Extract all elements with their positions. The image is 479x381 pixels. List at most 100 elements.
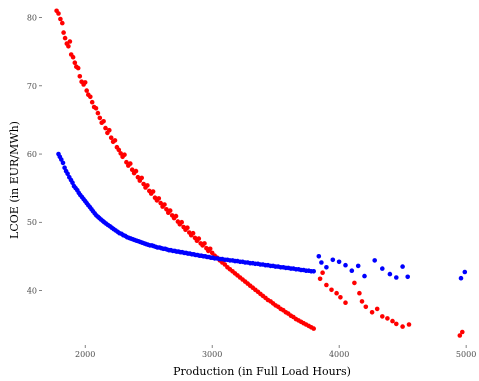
series-0-point-27 <box>101 119 106 124</box>
series-0-point-133 <box>357 290 362 296</box>
series-0-point-77 <box>196 236 202 241</box>
series-0-point-124 <box>311 326 317 331</box>
x-tick-label-2: 4000 <box>329 350 349 359</box>
series-1-point-127 <box>316 253 322 259</box>
x-tick-label-0: 2000 <box>75 350 95 359</box>
series-1-point-131 <box>336 259 342 265</box>
series-0-point-60 <box>164 207 169 212</box>
series-0-point-135 <box>363 304 369 310</box>
series-1-point-142 <box>458 275 464 281</box>
series-0-point-145 <box>460 329 465 335</box>
x-tick-label-1: 3000 <box>202 350 222 359</box>
series-0-point-18 <box>84 88 89 93</box>
series-0-point-7 <box>66 44 71 49</box>
series-0-point-143 <box>406 322 412 327</box>
series-0-point-134 <box>359 299 365 304</box>
y-tick-label-1: 50 <box>27 218 37 227</box>
series-0-point-126 <box>320 270 325 276</box>
series-1-point-129 <box>324 265 329 270</box>
series-0-point-31 <box>108 135 114 140</box>
series-0-point-28 <box>103 125 108 131</box>
series-1-point-6 <box>65 171 70 177</box>
series-1-point-3 <box>60 160 66 166</box>
series-1-point-141 <box>405 274 411 280</box>
x-tick-label-3: 5000 <box>456 350 476 359</box>
series-1-point-140 <box>400 264 405 269</box>
series-0-point-20 <box>88 94 93 100</box>
y-tick-label-3: 70 <box>27 82 37 91</box>
series-1-point-139 <box>394 275 399 280</box>
series-0-point-48 <box>141 181 146 187</box>
series-0-point-30 <box>107 127 112 133</box>
series-1-point-138 <box>387 271 393 277</box>
series-0-point-132 <box>352 280 357 286</box>
series-0-point-53 <box>150 189 156 194</box>
series-0-point-139 <box>385 316 390 321</box>
series-0-point-13 <box>75 65 81 71</box>
series-1-point-143 <box>462 269 468 275</box>
series-0-point-42 <box>129 167 135 172</box>
series-0-point-21 <box>89 99 95 105</box>
series-0-point-59 <box>162 202 167 207</box>
series-0-point-128 <box>329 287 334 293</box>
series-0-point-140 <box>390 318 395 324</box>
series-0-point-2 <box>58 16 63 22</box>
series-1-point-128 <box>319 260 324 265</box>
series-0-point-80 <box>202 241 207 246</box>
x-axis-title: Production (in Full Load Hours) <box>173 365 351 378</box>
series-1-point-133 <box>349 268 355 274</box>
series-0-point-129 <box>334 290 339 296</box>
series-0-point-11 <box>72 60 78 65</box>
plot-area <box>54 8 468 338</box>
series-0-point-50 <box>145 183 150 188</box>
series-0-point-62 <box>167 208 173 213</box>
series-1-point-135 <box>362 273 367 279</box>
series-0-point-17 <box>82 80 88 85</box>
series-0-point-14 <box>77 74 83 79</box>
series-0-point-4 <box>61 30 66 35</box>
series-1-point-2 <box>59 157 64 162</box>
x-axis: 2000 3000 4000 5000 <box>75 345 476 359</box>
series-0-point-5 <box>62 35 68 41</box>
series-0-point-1 <box>56 11 61 16</box>
series-0-point-47 <box>139 175 144 181</box>
series-0-point-141 <box>394 321 399 327</box>
series-0-point-142 <box>400 324 405 329</box>
series-0-point-3 <box>60 20 65 26</box>
y-axis-title: LCOE (in EUR/MWh) <box>8 121 21 239</box>
series-1-point-137 <box>380 266 385 271</box>
series-0-point-127 <box>324 282 329 288</box>
series-1-point-132 <box>343 262 348 268</box>
series-0-point-131 <box>343 300 348 306</box>
series-0-point-68 <box>179 219 184 225</box>
y-tick-label-2: 60 <box>27 150 37 159</box>
series-0-point-65 <box>173 213 179 219</box>
series-0-point-144 <box>457 333 463 338</box>
series-1-point-136 <box>372 258 378 263</box>
series-0-point-23 <box>93 106 99 111</box>
series-0-point-71 <box>185 225 190 230</box>
series-0-point-8 <box>67 39 73 44</box>
series-0-point-41 <box>128 161 133 166</box>
series-0-point-45 <box>135 174 141 180</box>
series-1-point-126 <box>311 269 317 274</box>
series-0-point-33 <box>112 138 118 143</box>
series-0-point-125 <box>317 276 323 282</box>
series-0-point-57 <box>158 200 163 206</box>
series-0-point-44 <box>133 168 139 174</box>
y-tick-label-0: 40 <box>27 286 37 295</box>
series-1-point-134 <box>355 263 361 269</box>
series-0-point-10 <box>70 54 76 60</box>
series-0-point-35 <box>116 147 122 153</box>
series-0-point-74 <box>190 230 196 236</box>
y-axis: 40 50 60 70 80 <box>27 14 42 295</box>
series-0-point-137 <box>374 306 380 312</box>
series-0-point-138 <box>380 314 385 319</box>
y-tick-label-4: 80 <box>27 14 37 23</box>
series-0-point-36 <box>118 151 123 156</box>
series-0-point-130 <box>338 295 343 300</box>
series-0-point-56 <box>156 196 162 201</box>
series-0-point-25 <box>97 115 103 121</box>
series-0-point-38 <box>122 152 127 157</box>
